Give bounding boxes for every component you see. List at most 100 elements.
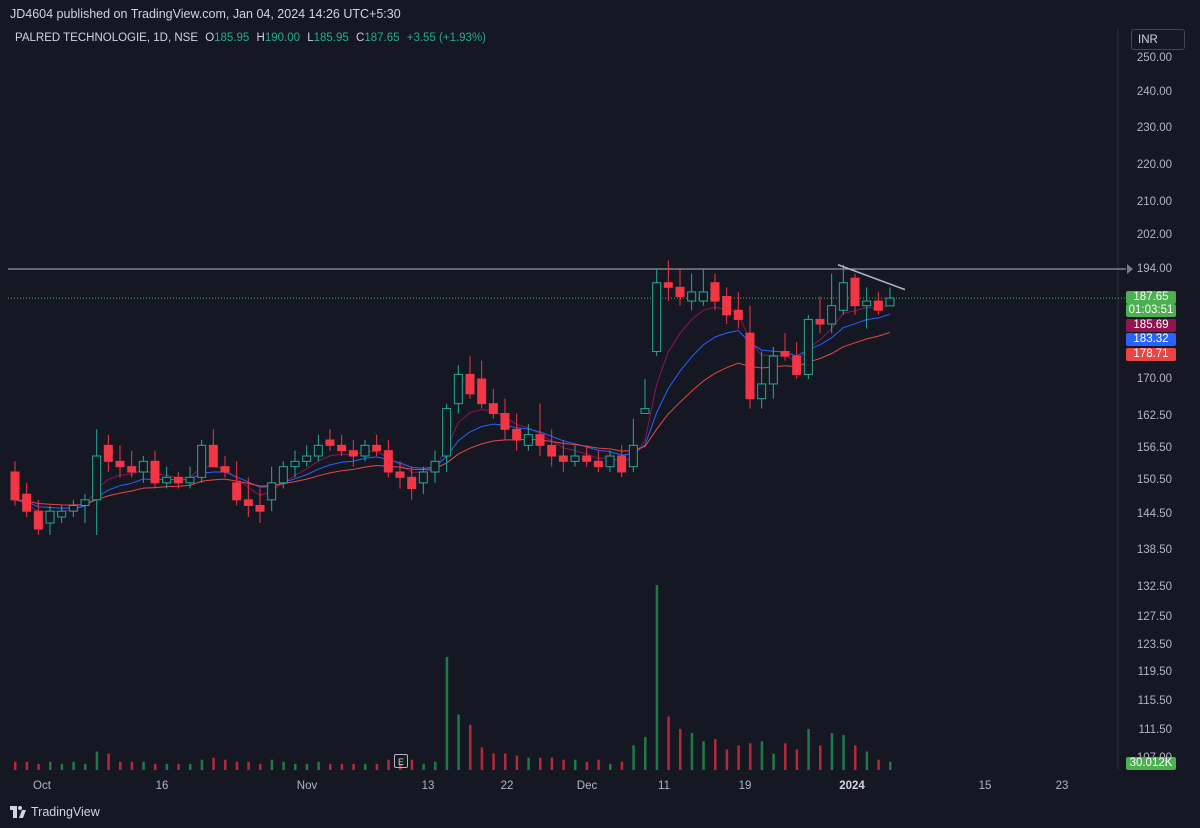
candle-body (687, 291, 697, 302)
volume-bar (154, 763, 157, 770)
candle-body (465, 373, 475, 395)
candle-body (92, 455, 102, 501)
volume-bar (842, 735, 845, 770)
volume-bar (550, 757, 554, 770)
candle-body (733, 309, 743, 320)
volume-bar (177, 763, 180, 770)
candle-body (663, 282, 673, 288)
candle-body (570, 455, 580, 462)
volume-bar (387, 759, 390, 770)
volume-bar (434, 761, 437, 770)
candle-body (302, 455, 312, 462)
candle-body (617, 455, 627, 473)
tradingview-logo[interactable]: TradingView (10, 805, 100, 819)
candle-body (745, 332, 755, 400)
open-label: O (205, 32, 215, 44)
volume-bar (609, 763, 612, 770)
volume-bar (690, 733, 694, 770)
price-tick: 138.50 (1136, 544, 1172, 556)
volume-bar (84, 763, 87, 770)
volume-bar (375, 763, 379, 770)
candle-body (547, 444, 557, 457)
volume-bar (819, 745, 822, 770)
symbol-legend[interactable]: PALRED TECHNOLOGIE, 1D, NSE O185.95 H190… (15, 32, 486, 44)
candle-body (558, 455, 568, 462)
candle-body (383, 450, 393, 473)
earnings-marker[interactable]: E (394, 754, 408, 768)
price-tick: 250.00 (1136, 52, 1172, 64)
time-tick: 15 (978, 780, 992, 792)
price-tick: 220.00 (1136, 159, 1172, 171)
currency-button[interactable]: INR (1131, 29, 1185, 50)
candle-body (395, 471, 405, 478)
volume-bar (655, 585, 659, 770)
change-value: +3.55 (+1.93%) (406, 32, 487, 44)
low-label: L (307, 32, 314, 44)
volume-bar (772, 753, 775, 770)
candle-body (512, 428, 522, 441)
volume-bar (49, 761, 52, 770)
candle-body (873, 300, 883, 311)
time-tick: 16 (155, 780, 169, 792)
ema-fast-line (14, 304, 891, 513)
time-tick: Oct (33, 780, 51, 792)
volume-bar (620, 761, 624, 770)
time-axis[interactable]: Oct 16 Nov 13 22 Dec 11 19 2024 15 23 (0, 770, 1200, 798)
candle-body (430, 460, 440, 473)
volume-bar (749, 743, 752, 770)
candle-body (208, 444, 218, 468)
candle-body (442, 408, 452, 457)
volume-bar (725, 749, 729, 770)
candle-body (523, 434, 533, 446)
candle-body (885, 297, 895, 307)
volume-bar (714, 739, 717, 770)
close-value: 187.65 (364, 32, 400, 44)
volume-bar (539, 757, 542, 770)
volume-bar (235, 761, 239, 770)
volume-bar (340, 763, 344, 770)
volume-bar (224, 759, 227, 770)
volume-bar (562, 759, 565, 770)
candle-body (628, 444, 638, 468)
price-axis[interactable]: 250.00 240.00 230.00 220.00 210.00 202.00 194.… (1118, 28, 1200, 770)
candle-body (138, 460, 148, 473)
price-tick: 202.00 (1136, 229, 1172, 241)
candle-body (850, 277, 860, 307)
candle-body (185, 476, 195, 484)
candle-body (197, 444, 207, 478)
candle-body (313, 444, 323, 457)
candle-body (348, 450, 358, 457)
price-tick: 123.50 (1136, 639, 1172, 651)
volume-bar (25, 761, 29, 770)
candle-body (127, 466, 137, 473)
volume-bar (329, 763, 332, 770)
price-tick: 156.50 (1136, 442, 1172, 454)
candle-body (33, 510, 43, 530)
volume-bar (457, 714, 460, 770)
time-tick: 22 (500, 780, 514, 792)
price-chart-svg[interactable] (0, 28, 1200, 770)
candle-body (757, 383, 767, 400)
volume-bar (364, 763, 367, 770)
candle-body (418, 471, 428, 484)
close-label: C (356, 32, 365, 44)
volume-bar (585, 761, 589, 770)
volume-bar (515, 755, 519, 770)
price-tick: 170.00 (1136, 373, 1172, 385)
symbol-name[interactable]: PALRED TECHNOLOGIE, 1D, NSE (15, 32, 198, 44)
candle-body (57, 510, 67, 518)
volume-bar (212, 757, 215, 770)
volume-bar (889, 761, 892, 770)
candle-body (803, 318, 813, 375)
volume-bar (854, 745, 857, 770)
price-tick: 210.00 (1136, 196, 1172, 208)
volume-bar (14, 761, 17, 770)
candle-body (593, 460, 603, 468)
candle-body (488, 403, 498, 415)
volume-bar (317, 761, 320, 770)
volume-bar (72, 761, 75, 770)
candle-body (453, 373, 463, 405)
volume-bar (142, 761, 145, 770)
chart-area[interactable] (0, 28, 1200, 798)
volume-bar (445, 656, 449, 770)
